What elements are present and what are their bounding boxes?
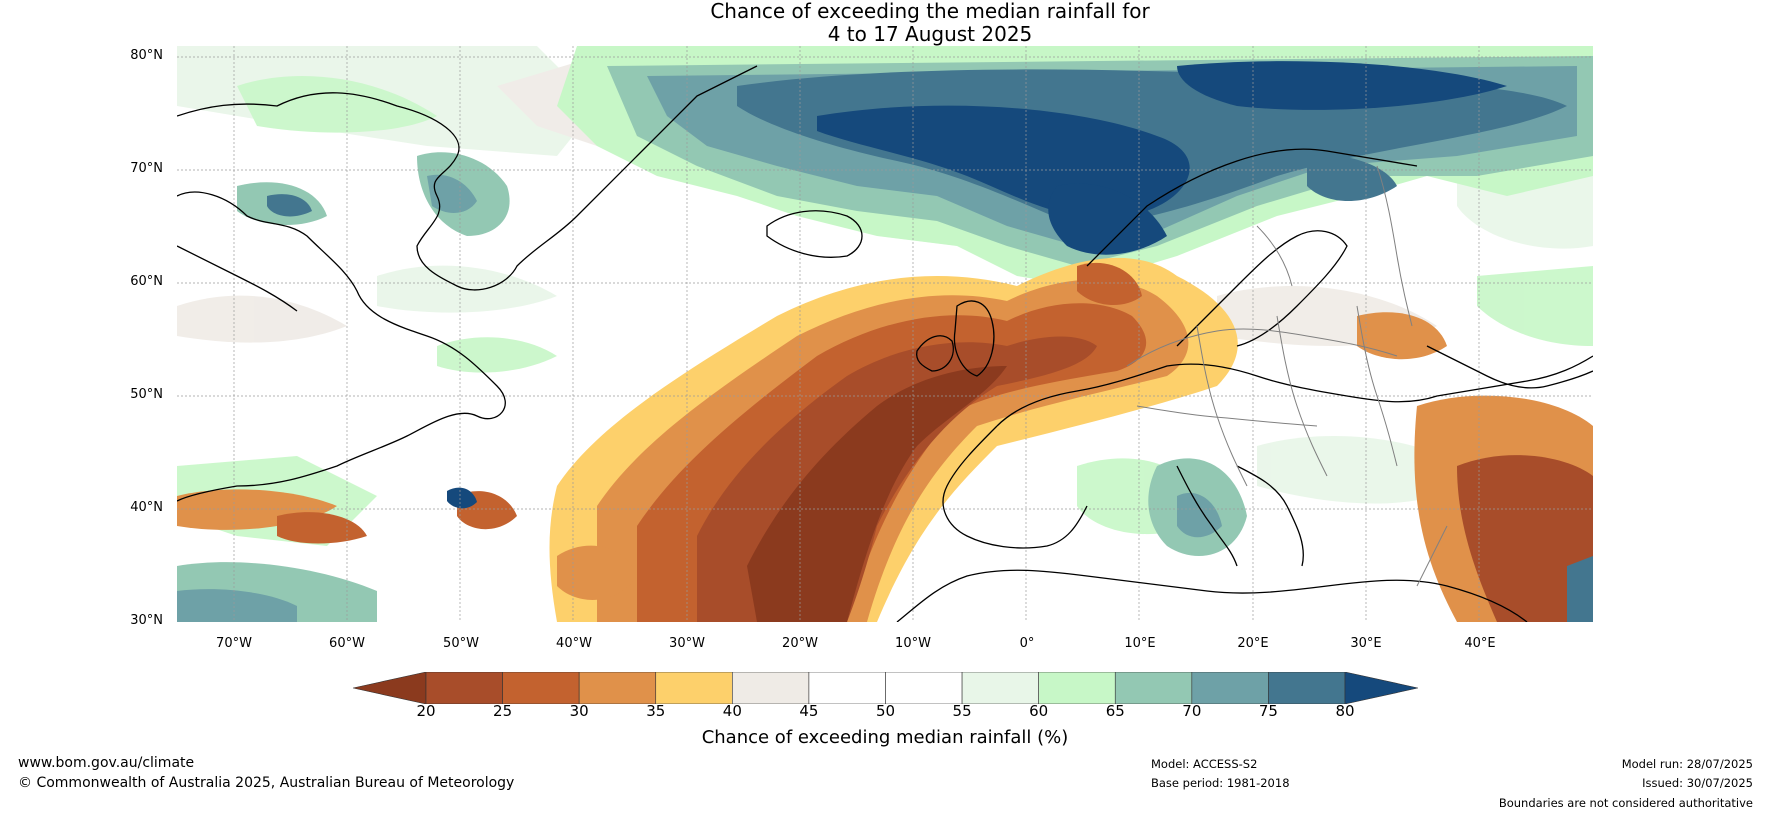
lon-label-10w: 10°W bbox=[895, 636, 931, 651]
lon-label-30w: 30°W bbox=[669, 636, 705, 651]
disclaimer-text: Boundaries are not considered authoritat… bbox=[1498, 796, 1753, 810]
graticule bbox=[177, 46, 1593, 622]
lon-label-20w: 20°W bbox=[782, 636, 818, 651]
colorbar-tick-label: 55 bbox=[952, 702, 972, 720]
lon-label-0: 0° bbox=[1019, 636, 1035, 651]
colorbar-tick-label: 50 bbox=[875, 702, 896, 720]
title-line-2: 4 to 17 August 2025 bbox=[827, 22, 1033, 46]
colorbar-segment bbox=[655, 672, 733, 704]
coastlines bbox=[177, 65, 1593, 622]
colorbar-tick-label: 35 bbox=[646, 702, 666, 720]
lon-label-60w: 60°W bbox=[329, 636, 365, 651]
wet-anomaly-arctic bbox=[557, 46, 1593, 286]
colorbar-tick-label: 30 bbox=[569, 702, 589, 720]
colorbar-segment bbox=[961, 672, 1039, 704]
title-line-1: Chance of exceeding the median rainfall … bbox=[710, 0, 1150, 23]
colorbar-segment bbox=[1191, 672, 1269, 704]
lat-label-70n: 70°N bbox=[130, 161, 163, 176]
colorbar-segment bbox=[578, 672, 657, 704]
colorbar-cap-low bbox=[353, 672, 427, 704]
lat-label-40n: 40°N bbox=[130, 500, 163, 515]
colorbar-segment bbox=[425, 672, 503, 704]
colorbar-segment bbox=[1268, 672, 1346, 704]
colorbar-segment bbox=[1114, 672, 1193, 704]
dry-anomaly-atlantic bbox=[177, 257, 1593, 622]
colorbar-segment bbox=[502, 672, 580, 704]
colorbar-tick-label: 60 bbox=[1029, 702, 1049, 720]
colorbar-tick-label: 25 bbox=[493, 702, 513, 720]
copyright-text: © Commonwealth of Australia 2025, Austra… bbox=[18, 775, 515, 791]
colorbar-tick-label: 40 bbox=[722, 702, 742, 720]
colorbar-tick-label: 45 bbox=[799, 702, 819, 720]
lat-label-60n: 60°N bbox=[130, 274, 163, 289]
colorbar-tick-label: 80 bbox=[1335, 702, 1355, 720]
country-borders bbox=[1126, 165, 1448, 587]
lat-label-30n: 30°N bbox=[130, 613, 163, 628]
colorbar-segments bbox=[353, 672, 1418, 704]
lon-label-10e: 10°E bbox=[1124, 636, 1156, 651]
colorbar-segment bbox=[885, 672, 963, 704]
colorbar-tick-label: 75 bbox=[1258, 702, 1278, 720]
model-run-text: Model run: 28/07/2025 bbox=[1621, 757, 1753, 771]
lon-label-70w: 70°W bbox=[216, 636, 252, 651]
lat-label-80n: 80°N bbox=[130, 48, 163, 63]
issued-text: Issued: 30/07/2025 bbox=[1642, 776, 1753, 790]
colorbar-tick-label: 20 bbox=[416, 702, 436, 720]
rainfall-map bbox=[177, 46, 1593, 622]
lon-label-20e: 20°E bbox=[1237, 636, 1269, 651]
website-link[interactable]: www.bom.gov.au/climate bbox=[18, 755, 195, 771]
colorbar-segment bbox=[808, 672, 886, 704]
model-text: Model: ACCESS-S2 bbox=[1151, 757, 1258, 771]
colorbar-tick-label: 65 bbox=[1105, 702, 1125, 720]
map-svg bbox=[177, 46, 1593, 622]
lat-label-50n: 50°N bbox=[130, 387, 163, 402]
colorbar-label: Chance of exceeding median rainfall (%) bbox=[701, 727, 1069, 748]
colorbar-cap-high bbox=[1344, 672, 1418, 704]
wet-anomaly-mediterranean bbox=[177, 458, 1593, 622]
lon-label-30e: 30°E bbox=[1350, 636, 1382, 651]
base-period-text: Base period: 1981-2018 bbox=[1151, 776, 1290, 790]
colorbar-segment bbox=[1038, 672, 1116, 704]
lon-label-40w: 40°W bbox=[556, 636, 592, 651]
colorbar-segment bbox=[732, 672, 810, 704]
colorbar-tick-label: 70 bbox=[1182, 702, 1202, 720]
map-title: Chance of exceeding the median rainfall … bbox=[0, 0, 1770, 46]
colorbar bbox=[353, 672, 1418, 704]
lon-label-50w: 50°W bbox=[443, 636, 479, 651]
lon-label-40e: 40°E bbox=[1464, 636, 1496, 651]
